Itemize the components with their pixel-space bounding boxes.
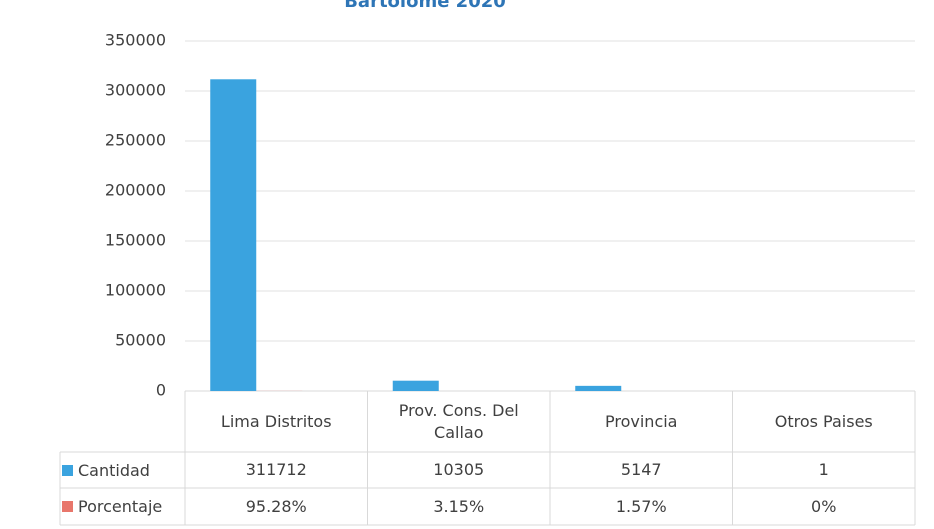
legend-swatch: [62, 501, 73, 512]
category-label: Lima Distritos: [220, 411, 332, 431]
table-value: 10305: [433, 460, 485, 479]
table-value: 311712: [245, 460, 307, 479]
y-tick-label: 150000: [105, 231, 166, 250]
table-value: 1: [818, 460, 829, 479]
y-tick-label: 100000: [105, 281, 166, 300]
y-tick-label: 350000: [105, 31, 166, 50]
table-value: 5147: [620, 460, 662, 479]
y-tick-label: 300000: [105, 81, 166, 100]
legend-label: Porcentaje: [78, 497, 163, 516]
bar: [210, 79, 257, 392]
table-value: 1.57%: [615, 496, 667, 516]
y-tick-label: 200000: [105, 181, 166, 200]
category-label: Provincia: [605, 411, 678, 431]
y-tick-label: 250000: [105, 131, 166, 150]
table-value: 95.28%: [245, 496, 307, 516]
y-tick-label: 50000: [115, 331, 166, 350]
legend-entry: Cantidad: [62, 452, 150, 488]
category-label: Otros Paises: [774, 411, 873, 431]
legend-swatch: [62, 464, 73, 476]
table-value: 0%: [811, 496, 837, 516]
bar: [392, 380, 439, 391]
table-value: 3.15%: [433, 496, 485, 516]
bar: [575, 385, 622, 391]
legend-entry: Porcentaje: [62, 488, 162, 525]
y-tick-label: 0: [156, 381, 166, 400]
chart-title: Bartolomé 2020: [344, 0, 506, 12]
legend-label: Cantidad: [78, 460, 150, 480]
category-label: Prov. Cons. Del Callao: [398, 400, 519, 442]
